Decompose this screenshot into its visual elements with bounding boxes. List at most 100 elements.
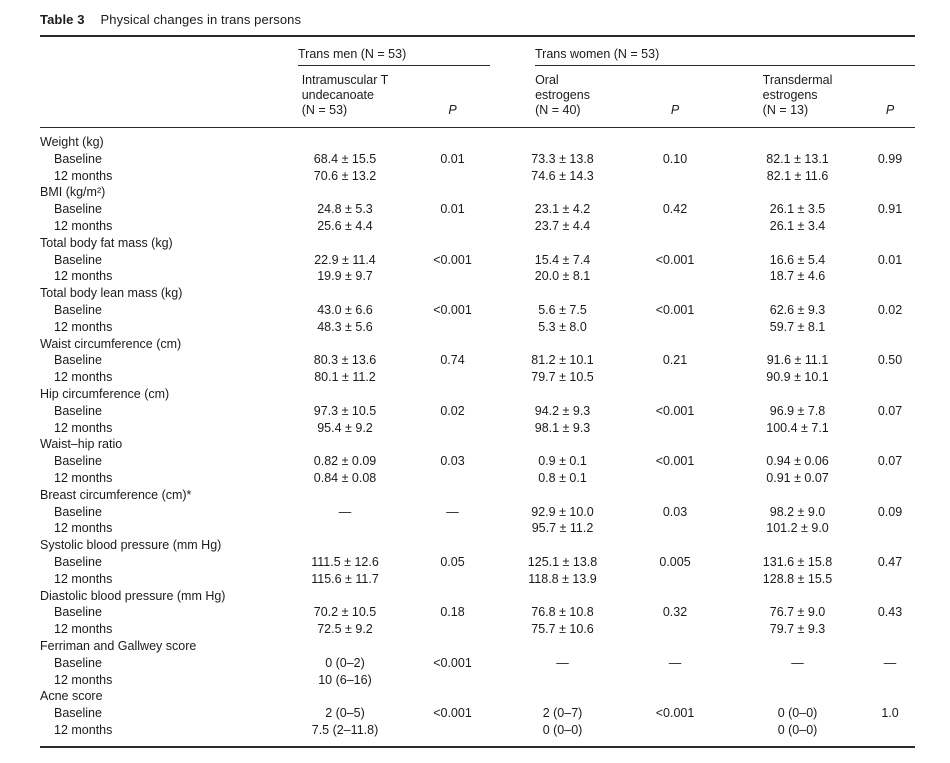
section-header-row: Systolic blood pressure (mm Hg): [40, 537, 915, 554]
p-value-cell: [865, 621, 915, 638]
value-cell: 72.5 ± 9.2: [317, 622, 373, 637]
value-cell: 16.6 ± 5.4: [769, 252, 826, 267]
p-value-cell: <0.001: [433, 706, 472, 721]
data-row: 12 months 25.6 ± 4.4 23.7 ± 4.4 26.1 ± 3.4: [40, 218, 915, 235]
data-row: 12 months 80.1 ± 11.2 79.7 ± 10.5 90.9 ± 10…: [40, 369, 915, 386]
section-header-row: Diastolic blood pressure (mm Hg): [40, 588, 915, 605]
p-value-cell: 0.005: [659, 554, 691, 569]
row-label: Baseline: [54, 403, 102, 418]
section-header-row: Total body lean mass (kg): [40, 285, 915, 302]
section-label: Waist–hip ratio: [40, 437, 123, 452]
data-row: Baseline 24.8 ± 5.3 0.01 23.1 ± 4.2 0.42 26.1…: [40, 201, 915, 218]
p-value-cell: [620, 722, 730, 747]
section-label: Systolic blood pressure (mm Hg): [40, 538, 222, 553]
p-value-cell: [620, 520, 730, 537]
header-spacer: [40, 66, 290, 128]
value-cell: 0 (0–0): [777, 722, 818, 737]
p-value-cell: [620, 470, 730, 487]
value-cell: 0.9 ± 0.1: [538, 454, 587, 469]
data-row: Baseline 111.5 ± 12.6 0.05 125.1 ± 13.8 0.00…: [40, 554, 915, 571]
value-cell: 68.4 ± 15.5: [313, 151, 377, 166]
value-cell: 70.6 ± 13.2: [313, 168, 377, 183]
value-cell: 115.6 ± 11.7: [311, 571, 379, 586]
section-label: Hip circumference (cm): [40, 386, 170, 401]
value-cell: 95.7 ± 11.2: [531, 521, 594, 536]
p-value-cell: 0.01: [877, 252, 903, 267]
table-header: Trans men (N = 53) Trans women (N = 53) …: [40, 37, 916, 128]
value-cell: 76.7 ± 9.0: [769, 605, 826, 620]
value-cell: 20.0 ± 8.1: [534, 269, 591, 284]
p-value-cell: 0.01: [440, 151, 465, 166]
value-cell: [290, 520, 400, 537]
p-value-cell: —: [446, 504, 459, 519]
p-value-cell: 0.47: [877, 554, 903, 569]
column-header-oral-estrogens: Oral estrogens (N = 40): [505, 66, 621, 128]
value-cell: 0 (0–2): [325, 655, 365, 670]
data-row: 12 months 0.84 ± 0.08 0.8 ± 0.1 0.91 ± 0.07: [40, 470, 915, 487]
section-header-row: BMI (kg/m²): [40, 184, 915, 201]
row-label: 12 months: [54, 622, 113, 637]
value-cell: 118.8 ± 13.9: [528, 571, 597, 586]
value-cell: 96.9 ± 7.8: [769, 403, 826, 418]
header-spacer: [40, 37, 290, 66]
value-cell: 10 (6–16): [318, 672, 372, 687]
column-header-row: Intramuscular T undecanoate (N = 53) P O…: [40, 66, 916, 128]
data-row: 12 months 115.6 ± 11.7 118.8 ± 13.9 128.8 ±…: [40, 571, 915, 588]
value-cell: 80.3 ± 13.6: [313, 353, 377, 368]
row-label: 12 months: [54, 420, 113, 435]
p-value-cell: [400, 420, 505, 437]
value-cell: 95.4 ± 9.2: [317, 420, 373, 435]
p-value-cell: [400, 168, 505, 185]
data-row: Baseline 70.2 ± 10.5 0.18 76.8 ± 10.8 0.32 76…: [40, 604, 915, 621]
p-value-cell: [620, 218, 730, 235]
p-value-cell: 0.02: [440, 403, 465, 418]
value-cell: 82.1 ± 11.6: [766, 168, 829, 183]
value-cell: 0.82 ± 0.09: [313, 454, 377, 469]
value-cell: 23.1 ± 4.2: [534, 202, 591, 217]
p-value-cell: [620, 571, 730, 588]
value-cell: 23.7 ± 4.4: [534, 218, 591, 233]
value-cell: 128.8 ± 15.5: [762, 571, 833, 586]
value-cell: 62.6 ± 9.3: [769, 302, 826, 317]
p-value-cell: [865, 470, 915, 487]
row-label: Baseline: [54, 504, 102, 519]
value-cell: 82.1 ± 13.1: [766, 151, 829, 166]
table-title: Physical changes in trans persons: [100, 12, 302, 27]
p-value-cell: 0.02: [877, 302, 903, 317]
value-cell: 0.8 ± 0.1: [538, 470, 587, 485]
value-cell: 2 (0–5): [325, 706, 365, 721]
value-cell: 22.9 ± 11.4: [314, 252, 376, 267]
p-value-cell: [865, 520, 915, 537]
value-cell: 100.4 ± 7.1: [766, 420, 829, 435]
p-value-cell: 0.07: [877, 454, 903, 469]
value-cell: 24.8 ± 5.3: [317, 202, 373, 217]
p-value-cell: [400, 268, 505, 285]
data-row: 12 months 70.6 ± 13.2 74.6 ± 14.3 82.1 ± 11…: [40, 168, 915, 185]
section-label: Total body lean mass (kg): [40, 286, 183, 301]
data-row: 12 months 95.7 ± 11.2 101.2 ± 9.0: [40, 520, 915, 537]
group-header-trans-women: Trans women (N = 53): [505, 37, 916, 66]
value-cell: 80.1 ± 11.2: [314, 370, 376, 385]
p-value-cell: 0.10: [662, 151, 688, 166]
table-caption: Table 3 Physical changes in trans persons: [40, 12, 915, 37]
value-cell: —: [556, 655, 569, 670]
row-label: 12 months: [54, 168, 113, 183]
data-row: Baseline 22.9 ± 11.4 <0.001 15.4 ± 7.4 <0.00…: [40, 252, 915, 269]
table-number: Table 3: [40, 12, 85, 27]
value-cell: 5.6 ± 7.5: [538, 302, 587, 317]
p-value-cell: [620, 420, 730, 437]
section-label: Breast circumference (cm)*: [40, 487, 192, 502]
value-cell: 125.1 ± 13.8: [527, 554, 598, 569]
data-row: 12 months 10 (6–16): [40, 672, 915, 689]
p-value-cell: [400, 571, 505, 588]
p-value-cell: 0.18: [440, 605, 465, 620]
data-row: 12 months 72.5 ± 9.2 75.7 ± 10.6 79.7 ± 9.3: [40, 621, 915, 638]
value-cell: 26.1 ± 3.4: [769, 218, 826, 233]
section-label: BMI (kg/m²): [40, 185, 106, 200]
table-body: Weight (kg) Baseline 68.4 ± 15.5 0.01 73.3 ±…: [40, 128, 915, 747]
data-row: 12 months 7.5 (2–11.8) 0 (0–0) 0 (0–0): [40, 722, 915, 747]
p-value-cell: [400, 722, 505, 747]
value-cell: 98.1 ± 9.3: [534, 420, 591, 435]
p-value-cell: [620, 369, 730, 386]
data-row: Baseline 0.82 ± 0.09 0.03 0.9 ± 0.1 <0.001 0.…: [40, 453, 915, 470]
